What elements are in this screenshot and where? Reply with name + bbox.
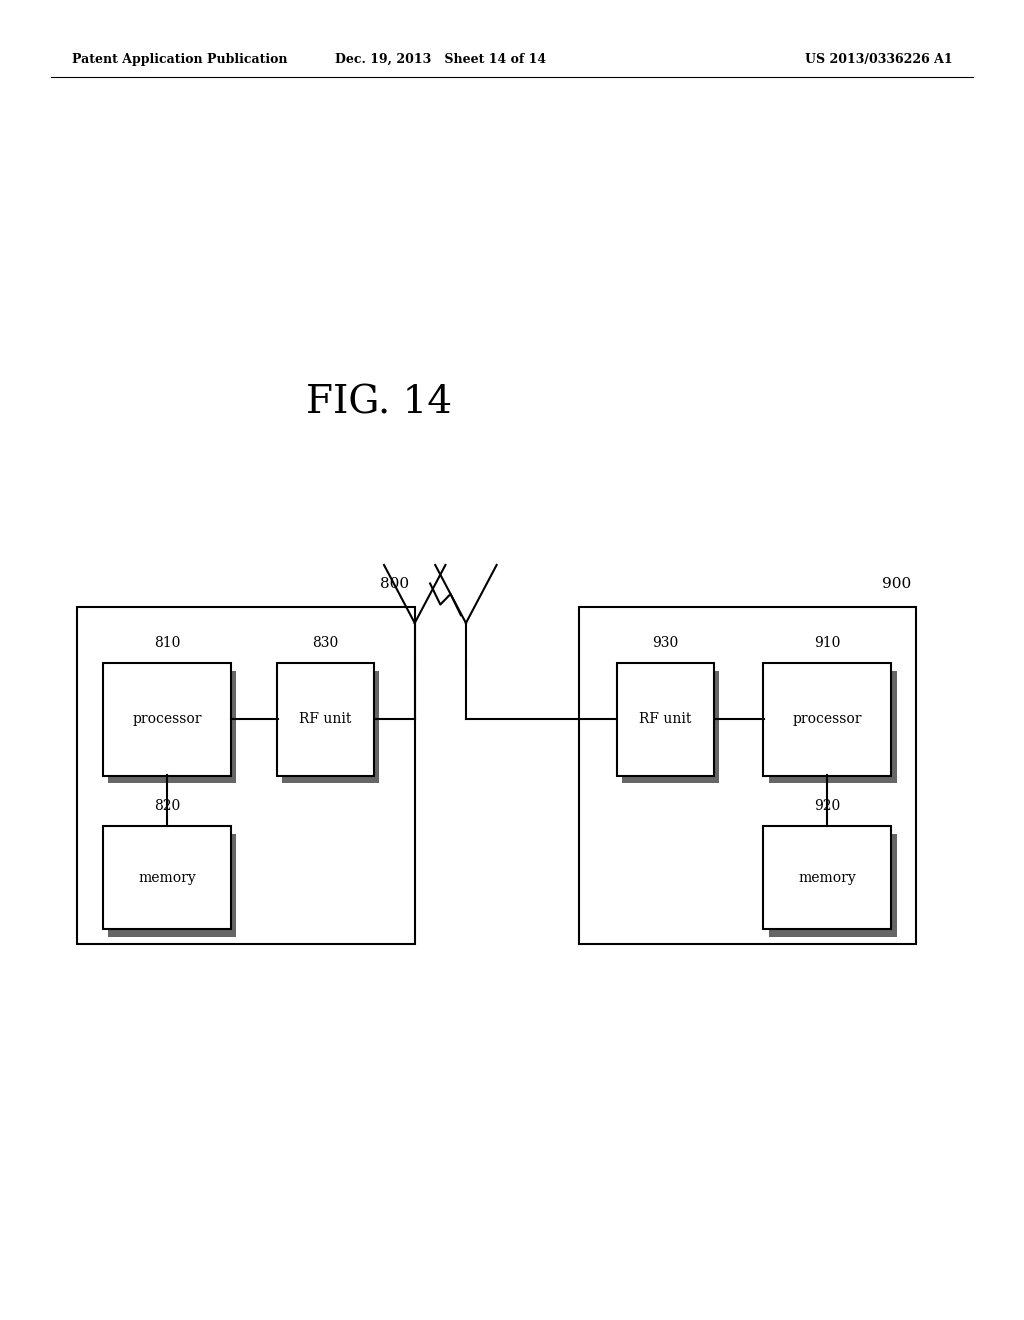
Bar xyxy=(283,671,380,783)
Text: 920: 920 xyxy=(814,799,841,813)
Bar xyxy=(109,834,236,937)
Bar xyxy=(768,834,897,937)
Text: Patent Application Publication: Patent Application Publication xyxy=(72,53,287,66)
Bar xyxy=(109,671,236,783)
Text: 820: 820 xyxy=(154,799,180,813)
Bar xyxy=(579,607,916,944)
Text: memory: memory xyxy=(138,871,196,884)
Text: 930: 930 xyxy=(652,636,679,651)
Text: US 2013/0336226 A1: US 2013/0336226 A1 xyxy=(805,53,952,66)
Bar xyxy=(276,663,375,776)
Bar xyxy=(102,663,231,776)
Text: 800: 800 xyxy=(381,577,410,591)
Text: 910: 910 xyxy=(814,636,841,651)
Text: Dec. 19, 2013   Sheet 14 of 14: Dec. 19, 2013 Sheet 14 of 14 xyxy=(335,53,546,66)
Text: processor: processor xyxy=(793,713,862,726)
Text: RF unit: RF unit xyxy=(639,713,692,726)
Text: RF unit: RF unit xyxy=(299,713,352,726)
Bar xyxy=(764,663,891,776)
Text: 810: 810 xyxy=(154,636,180,651)
Bar xyxy=(77,607,415,944)
Bar xyxy=(764,826,891,929)
Text: memory: memory xyxy=(799,871,856,884)
Text: FIG. 14: FIG. 14 xyxy=(306,384,452,421)
Bar xyxy=(616,663,715,776)
Text: 900: 900 xyxy=(882,577,911,591)
Bar xyxy=(768,671,897,783)
Bar xyxy=(102,826,231,929)
Bar xyxy=(623,671,719,783)
Text: processor: processor xyxy=(132,713,202,726)
Text: 830: 830 xyxy=(312,636,339,651)
